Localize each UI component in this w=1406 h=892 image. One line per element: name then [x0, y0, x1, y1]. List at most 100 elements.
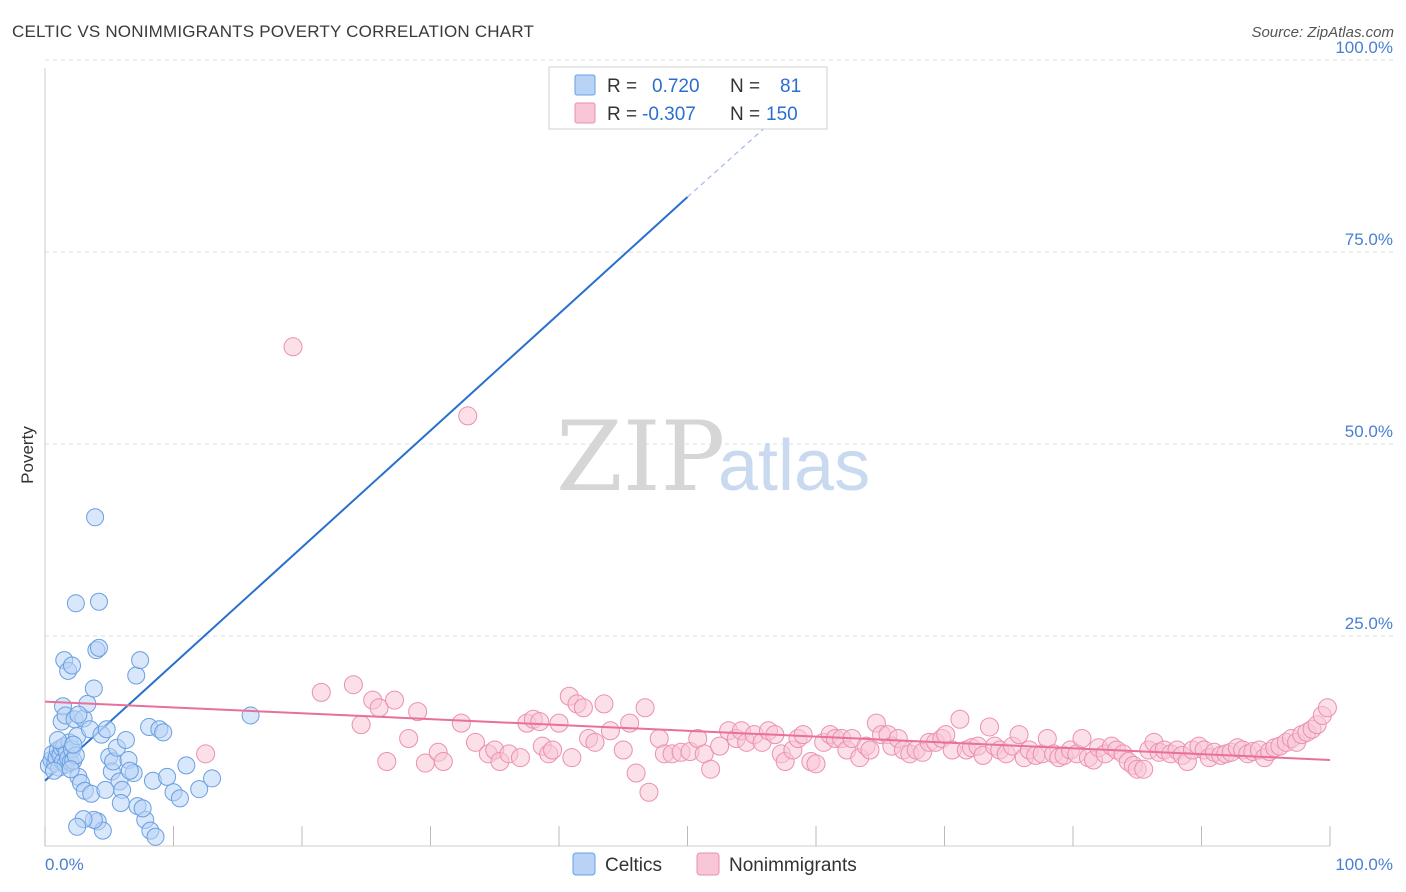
nonimmigrants-point — [806, 754, 826, 774]
nonimmigrants-point — [385, 690, 405, 710]
legend-bottom-label-nonimmigrants: Nonimmigrants — [729, 855, 857, 876]
nonimmigrants-point — [613, 740, 633, 760]
celtics-point — [127, 666, 146, 685]
legend-r-value: 0.720 — [652, 76, 700, 97]
watermark-zip: ZIP — [556, 401, 725, 513]
nonimmigrants-point — [399, 728, 419, 748]
y-tick-labels: 25.0% 50.0% 75.0% 100.0% — [1335, 38, 1393, 633]
nonimmigrants-point — [1072, 728, 1092, 748]
nonimmigrants-point — [1134, 759, 1154, 779]
celtics-point — [241, 706, 260, 725]
nonimmigrants-point — [196, 744, 216, 764]
nonimmigrants-point — [351, 715, 371, 735]
legend-bottom-swatch-celtics — [572, 852, 596, 876]
celtics-point — [146, 827, 165, 846]
celtics-point — [89, 638, 108, 657]
celtics-point — [177, 756, 196, 775]
y-tick-label: 75.0% — [1345, 230, 1393, 249]
celtics-point — [44, 761, 63, 780]
axes — [44, 68, 1331, 847]
x-tick-label-start: 0.0% — [45, 855, 84, 874]
nonimmigrants-point — [458, 406, 478, 426]
watermark: ZIP atlas — [556, 401, 870, 513]
chart-title: CELTIC VS NONIMMIGRANTS POVERTY CORRELAT… — [12, 22, 535, 41]
celtics-point — [62, 656, 81, 675]
nonimmigrants-point — [639, 782, 659, 802]
nonimmigrants-point — [635, 698, 655, 718]
celtics-point — [120, 761, 139, 780]
chart-source: Source: ZipAtlas.com — [1251, 24, 1394, 41]
nonimmigrants-point — [573, 698, 593, 718]
y-axis-title: Poverty — [18, 426, 37, 484]
y-tick-label: 25.0% — [1345, 614, 1393, 633]
nonimmigrants-point — [530, 712, 550, 732]
nonimmigrants-point — [950, 709, 970, 729]
legend-n-label: N = — [730, 104, 760, 125]
legend-swatch-celtics — [574, 74, 596, 96]
legend-n-value: 150 — [766, 104, 798, 125]
legend-n-value: 81 — [780, 76, 801, 97]
nonimmigrants-points — [196, 337, 1337, 802]
celtics-point — [89, 592, 108, 611]
nonimmigrants-point — [510, 748, 530, 768]
nonimmigrants-point — [543, 740, 563, 760]
legend-r-value: -0.307 — [642, 104, 696, 125]
celtics-point — [64, 735, 83, 754]
celtics-point — [170, 789, 189, 808]
legend-bottom-label-celtics: Celtics — [605, 855, 662, 876]
nonimmigrants-point — [451, 713, 471, 733]
nonimmigrants-trend-line — [44, 700, 1331, 761]
nonimmigrants-point — [860, 740, 880, 760]
celtics-trend-solid — [44, 196, 689, 782]
nonimmigrants-point — [311, 682, 331, 702]
legend-bottom: Celtics Nonimmigrants — [572, 852, 857, 876]
celtics-point — [61, 760, 80, 779]
y-tick-label: 50.0% — [1345, 422, 1393, 441]
celtics-point — [66, 594, 85, 613]
celtics-point — [154, 723, 173, 742]
nonimmigrants-point — [408, 702, 428, 722]
celtics-point — [68, 817, 87, 836]
celtics-point — [96, 780, 115, 799]
x-tick-labels: 0.0% 100.0% — [45, 855, 1393, 874]
nonimmigrants-point — [793, 725, 813, 745]
grid-lines — [45, 59, 1395, 637]
celtics-point — [69, 705, 88, 724]
nonimmigrants-point — [626, 763, 646, 783]
nonimmigrants-point — [979, 717, 999, 737]
celtics-point — [48, 731, 67, 750]
nonimmigrants-point — [433, 752, 453, 772]
legend-r-label: R = — [607, 104, 637, 125]
nonimmigrants-point — [600, 721, 620, 741]
celtics-point — [158, 767, 177, 786]
nonimmigrants-point — [465, 732, 485, 752]
celtics-point — [86, 508, 105, 527]
legend-r-label: R = — [607, 76, 637, 97]
y-tick-label: 100.0% — [1335, 38, 1393, 57]
nonimmigrants-point — [701, 759, 721, 779]
celtics-point — [97, 720, 116, 739]
nonimmigrants-trend-solid — [44, 700, 1331, 761]
celtics-point — [131, 651, 150, 670]
celtics-point — [203, 769, 222, 788]
nonimmigrants-point — [283, 337, 303, 357]
nonimmigrants-point — [562, 748, 582, 768]
x-tick-label-end: 100.0% — [1335, 855, 1393, 874]
legend-n-label: N = — [730, 76, 760, 97]
nonimmigrants-point — [549, 713, 569, 733]
nonimmigrants-point — [1009, 725, 1029, 745]
nonimmigrants-point — [343, 675, 363, 695]
celtics-point — [111, 793, 130, 812]
celtics-trend-line — [44, 104, 791, 782]
legend-top: R = 0.720 N = 81 R = -0.307 N = 150 — [548, 66, 828, 130]
legend-bottom-swatch-nonimmigrants — [696, 852, 720, 876]
nonimmigrants-point — [710, 736, 730, 756]
nonimmigrants-point — [1317, 698, 1337, 718]
celtics-points — [39, 508, 260, 846]
celtics-point — [133, 799, 152, 818]
legend-swatch-nonimmigrants — [574, 102, 596, 124]
nonimmigrants-point — [377, 752, 397, 772]
celtics-point — [84, 679, 103, 698]
watermark-atlas: atlas — [718, 426, 870, 506]
